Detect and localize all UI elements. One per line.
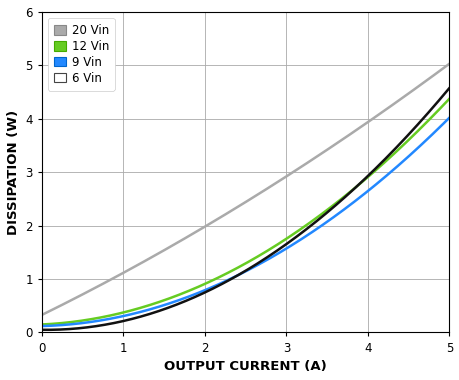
6 Vin: [437, 97, 442, 101]
9 Vin: [436, 125, 442, 130]
20 Vin: [281, 175, 286, 180]
X-axis label: OUTPUT CURRENT (A): OUTPUT CURRENT (A): [164, 360, 326, 373]
6 Vin: [235, 272, 241, 277]
6 Vin: [43, 328, 49, 332]
9 Vin: [372, 182, 378, 187]
9 Vin: [232, 274, 238, 279]
Line: 20 Vin: 20 Vin: [42, 64, 448, 315]
20 Vin: [372, 114, 378, 119]
12 Vin: [235, 265, 240, 270]
9 Vin: [446, 116, 451, 120]
20 Vin: [446, 62, 451, 66]
20 Vin: [232, 206, 238, 211]
20 Vin: [39, 313, 45, 317]
9 Vin: [259, 260, 265, 265]
12 Vin: [446, 97, 451, 101]
6 Vin: [233, 274, 239, 279]
Legend: 20 Vin, 12 Vin, 9 Vin, 6 Vin: 20 Vin, 12 Vin, 9 Vin, 6 Vin: [48, 18, 115, 90]
6 Vin: [282, 242, 287, 247]
20 Vin: [259, 189, 265, 194]
12 Vin: [436, 107, 442, 111]
12 Vin: [281, 238, 286, 242]
9 Vin: [281, 247, 286, 252]
6 Vin: [39, 328, 45, 332]
6 Vin: [260, 258, 265, 262]
12 Vin: [232, 267, 238, 271]
20 Vin: [436, 69, 442, 73]
9 Vin: [39, 324, 45, 328]
6 Vin: [446, 86, 451, 90]
12 Vin: [39, 322, 45, 327]
Line: 9 Vin: 9 Vin: [42, 118, 448, 326]
Line: 12 Vin: 12 Vin: [42, 99, 448, 325]
20 Vin: [235, 204, 240, 209]
12 Vin: [372, 168, 378, 173]
Y-axis label: DISSIPATION (W): DISSIPATION (W): [7, 110, 20, 235]
6 Vin: [373, 165, 379, 170]
9 Vin: [235, 273, 240, 277]
Line: 6 Vin: 6 Vin: [42, 88, 448, 330]
12 Vin: [259, 252, 265, 256]
